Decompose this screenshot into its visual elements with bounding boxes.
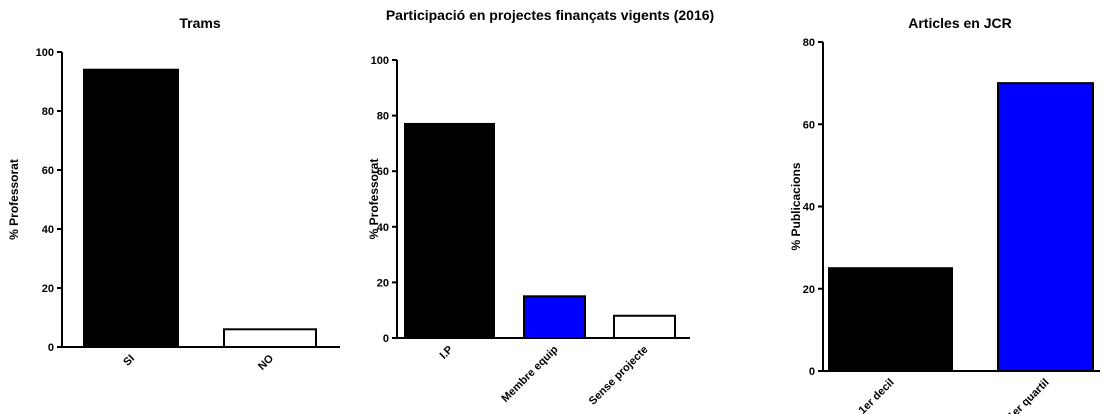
y-tick-label: 20 — [377, 277, 389, 289]
y-tick-label: 0 — [383, 333, 389, 345]
chart-title: Trams — [179, 15, 220, 31]
y-tick-label: 0 — [809, 366, 815, 378]
y-tick-label: 80 — [803, 37, 815, 49]
x-tick-label: NO — [256, 352, 276, 372]
y-tick-label: 80 — [42, 106, 54, 118]
bar — [223, 328, 317, 348]
bar — [828, 267, 953, 372]
bar — [997, 82, 1094, 372]
y-axis-label: % Professorat — [367, 159, 381, 240]
y-tick-label: 60 — [377, 166, 389, 178]
y-tick-label: 100 — [371, 55, 389, 67]
y-tick-label: 0 — [48, 342, 54, 354]
y-tick-label: 60 — [803, 119, 815, 131]
bar — [523, 295, 586, 339]
bar — [613, 314, 676, 340]
y-tick-label: 20 — [803, 284, 815, 296]
x-tick-label: 1er decil — [857, 377, 897, 414]
y-tick-label: 40 — [42, 224, 54, 236]
bar — [83, 68, 179, 348]
chart-title: Articles en JCR — [908, 15, 1011, 31]
y-tick-label: 100 — [36, 47, 54, 59]
y-tick-label: 80 — [377, 111, 389, 123]
x-tick-label: Membre equip — [499, 343, 560, 404]
chart-title: Participació en projectes finançats vige… — [386, 7, 714, 23]
y-tick-label: 40 — [803, 202, 815, 214]
y-axis-label: % Publicacions — [789, 162, 803, 250]
x-tick-label: 1er quartil — [1006, 377, 1052, 414]
x-tick-label: SI — [121, 353, 137, 369]
x-tick-label: Sense projecte — [587, 344, 651, 408]
y-tick-label: 40 — [377, 222, 389, 234]
y-tick-label: 20 — [42, 283, 54, 295]
y-axis-label: % Professorat — [7, 159, 21, 240]
y-tick-label: 60 — [42, 165, 54, 177]
bar — [404, 122, 495, 339]
x-tick-label: I.P — [438, 344, 456, 362]
